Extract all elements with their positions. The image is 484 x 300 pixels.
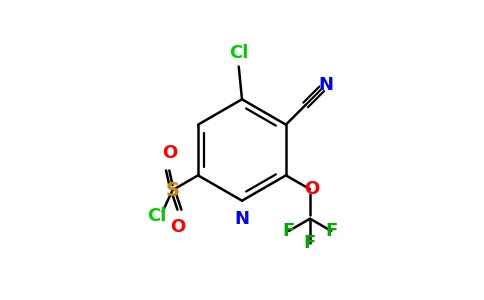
Text: O: O <box>304 180 319 198</box>
Text: N: N <box>318 76 333 94</box>
Text: S: S <box>166 181 180 200</box>
Text: F: F <box>304 234 316 252</box>
Text: Cl: Cl <box>147 207 166 225</box>
Text: O: O <box>162 144 177 162</box>
Text: Cl: Cl <box>229 44 248 62</box>
Text: F: F <box>283 222 295 240</box>
Text: F: F <box>325 222 337 240</box>
Text: N: N <box>235 210 249 228</box>
Text: O: O <box>170 218 185 236</box>
